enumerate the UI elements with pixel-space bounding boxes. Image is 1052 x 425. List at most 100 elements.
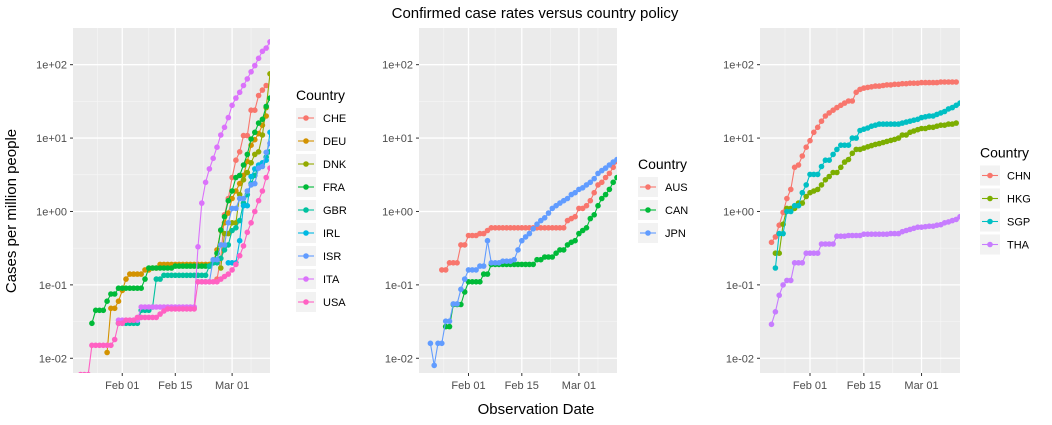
data-point — [236, 149, 243, 155]
data-point — [263, 45, 270, 51]
data-point — [822, 113, 829, 119]
data-point — [446, 318, 453, 325]
data-point — [221, 124, 228, 131]
data-point — [255, 149, 262, 155]
data-point — [458, 286, 464, 293]
data-point — [606, 162, 613, 168]
data-point — [834, 146, 840, 153]
legend-key-point — [303, 253, 309, 259]
data-point — [89, 320, 95, 327]
data-point — [522, 234, 529, 240]
legend-label: CAN — [665, 205, 688, 217]
data-point — [849, 135, 856, 141]
legend-key-point — [303, 115, 309, 121]
data-point — [599, 179, 605, 186]
data-point — [606, 170, 613, 177]
data-point — [538, 217, 544, 224]
y-tick-label: 1e-01 — [726, 280, 754, 292]
legend-key-point — [303, 138, 309, 144]
data-point — [244, 202, 251, 209]
legend-key-point — [645, 207, 651, 213]
data-point — [602, 165, 609, 171]
series-fra — [89, 95, 270, 327]
legend-key-point — [645, 184, 651, 190]
data-point — [534, 221, 540, 227]
data-point — [511, 256, 517, 263]
data-point — [431, 362, 438, 369]
data-point — [248, 136, 254, 142]
data-point — [818, 118, 825, 124]
y-tick-label: 1e+00 — [723, 206, 754, 218]
data-point — [82, 371, 87, 373]
data-point — [545, 210, 552, 216]
data-point — [784, 208, 790, 215]
data-point — [206, 263, 213, 269]
data-point — [519, 237, 525, 244]
data-point — [454, 301, 460, 307]
legend-key-point — [303, 299, 309, 305]
data-point — [941, 79, 948, 85]
series-chn — [768, 79, 959, 246]
data-point — [768, 239, 775, 246]
data-point — [233, 261, 239, 268]
data-point — [795, 162, 802, 168]
data-point — [427, 340, 434, 347]
data-point — [926, 124, 932, 131]
data-point — [85, 371, 91, 373]
data-point — [218, 227, 224, 233]
data-point — [560, 247, 567, 253]
data-point — [255, 120, 262, 126]
legend-key-point — [303, 184, 309, 190]
data-point — [953, 79, 959, 85]
legend-key-point — [987, 172, 993, 179]
data-point — [814, 250, 821, 256]
data-point — [918, 79, 925, 86]
data-point — [572, 213, 578, 220]
data-point — [123, 276, 129, 282]
data-point — [788, 186, 794, 193]
data-point — [526, 230, 533, 237]
data-point — [768, 321, 775, 328]
data-point — [830, 151, 836, 158]
legend-key-point — [303, 207, 309, 213]
data-point — [248, 220, 254, 226]
legend-item-gbr: GBR — [296, 200, 347, 220]
data-point — [267, 95, 270, 101]
data-point — [263, 149, 270, 156]
data-point — [838, 164, 844, 171]
data-point — [895, 135, 902, 141]
y-tick-label: 1e-01 — [385, 280, 413, 292]
data-point — [206, 166, 213, 172]
legend-title: Country — [980, 145, 1029, 161]
legend-label: JPN — [665, 228, 686, 240]
data-point — [884, 121, 890, 127]
data-point — [849, 98, 856, 104]
legend-key-point — [303, 276, 309, 282]
data-point — [240, 243, 247, 249]
data-point — [221, 213, 228, 220]
data-point — [259, 132, 266, 138]
data-point — [853, 89, 859, 96]
data-point — [142, 276, 148, 282]
legend-item-tha: THA — [980, 234, 1030, 255]
data-point — [849, 232, 856, 239]
x-tick-label: Feb 01 — [451, 380, 485, 392]
legend-item-jpn: JPN — [638, 223, 686, 243]
panel-1: 1e-02 1e-01 1e+00 1e+01 1e+02 Feb 01 Feb 15 Mar… — [36, 28, 347, 392]
data-point — [926, 113, 932, 119]
data-point — [473, 267, 479, 273]
legend-item-isr: ISR — [296, 246, 341, 266]
data-point — [826, 241, 832, 247]
data-point — [461, 276, 468, 282]
data-point — [530, 226, 536, 232]
data-point — [784, 195, 790, 202]
data-point — [259, 87, 266, 93]
data-point — [772, 309, 779, 315]
data-point — [263, 174, 270, 181]
data-point — [229, 267, 235, 273]
legend-item-ita: ITA — [296, 269, 340, 289]
legend-label: FRA — [323, 182, 346, 194]
data-point — [138, 285, 144, 292]
data-point — [776, 292, 782, 299]
data-point — [267, 165, 270, 171]
